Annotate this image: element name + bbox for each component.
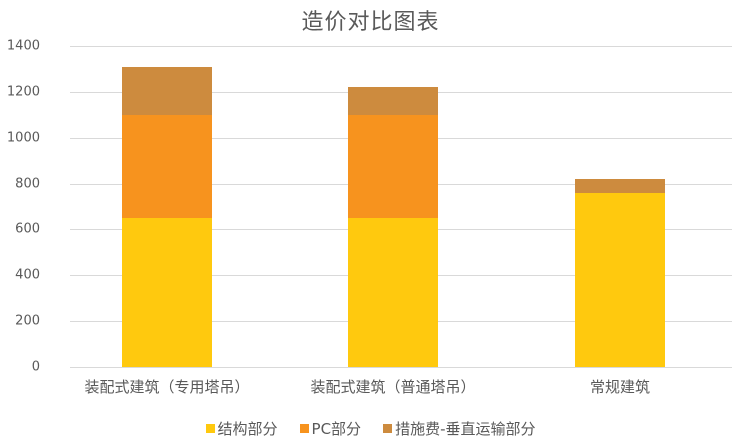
y-tick-label: 0 [31, 359, 40, 375]
bar-segment [575, 179, 665, 193]
y-tick-label: 1400 [6, 38, 40, 54]
y-tick-label: 800 [15, 176, 40, 192]
stacked-bar [348, 87, 438, 367]
bar-segment [575, 192, 665, 367]
bar-segment [348, 87, 438, 115]
legend-item: PC部分 [299, 418, 362, 439]
legend-item: 结构部分 [205, 418, 278, 439]
y-tick-label: 600 [15, 221, 40, 237]
legend-swatch-icon [299, 424, 309, 433]
gridline [70, 46, 732, 47]
bar-segment [348, 217, 438, 367]
stacked-bar [122, 66, 212, 367]
y-tick-label: 200 [15, 313, 40, 329]
y-tick-label: 400 [15, 267, 40, 283]
legend-item: 措施费-垂直运输部分 [383, 418, 535, 439]
legend-swatch-icon [383, 424, 393, 433]
legend-label: 措施费-垂直运输部分 [395, 420, 536, 438]
chart-title: 造价对比图表 [301, 10, 440, 35]
y-tick-label: 1200 [6, 84, 40, 100]
plot-area [70, 46, 732, 368]
x-tick-label: 装配式建筑（专用塔吊） [84, 378, 250, 396]
bar-segment [122, 114, 212, 218]
legend-label: 结构部分 [217, 420, 278, 438]
x-tick-label: 常规建筑 [589, 378, 650, 396]
stacked-bar [575, 179, 665, 367]
y-tick-label: 1000 [6, 130, 40, 146]
bar-segment [122, 66, 212, 115]
legend: 结构部分 PC部分 措施费-垂直运输部分 [0, 418, 741, 439]
legend-label: PC部分 [311, 420, 362, 438]
bar-segment [122, 217, 212, 367]
x-tick-label: 装配式建筑（普通塔吊） [310, 378, 476, 396]
gridline [70, 367, 732, 368]
bar-segment [348, 114, 438, 218]
legend-swatch-icon [205, 424, 215, 433]
